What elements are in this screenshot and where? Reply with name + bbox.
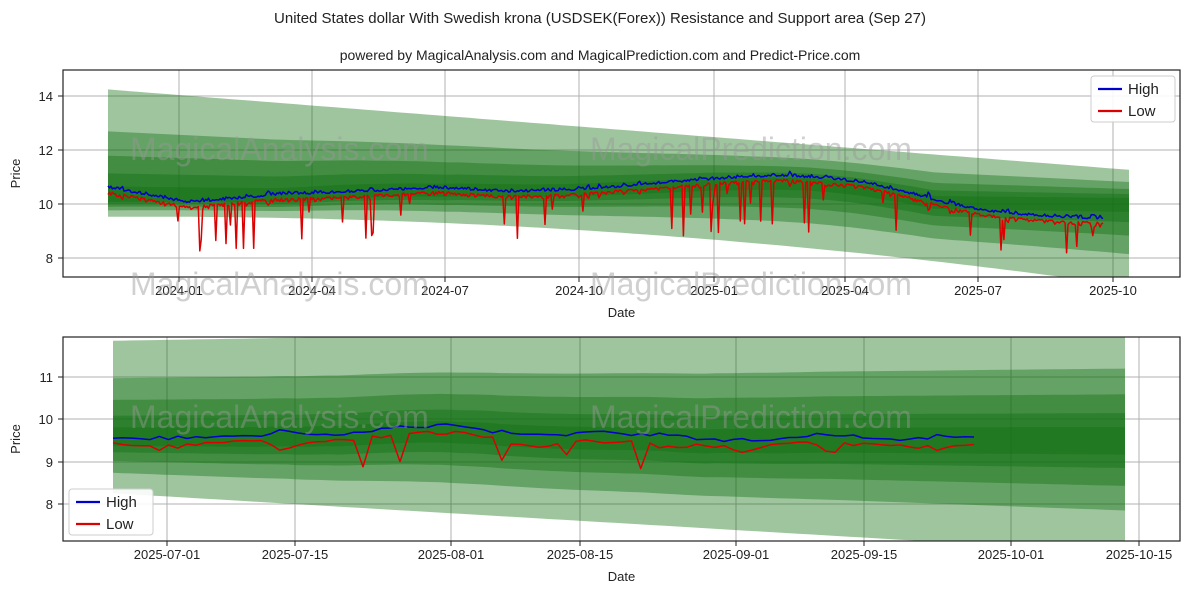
svg-text:Price: Price xyxy=(8,424,23,454)
svg-text:2025-10: 2025-10 xyxy=(1089,283,1137,298)
svg-text:8: 8 xyxy=(46,251,53,266)
svg-text:2025-10-01: 2025-10-01 xyxy=(978,547,1045,562)
svg-text:2025-08-01: 2025-08-01 xyxy=(418,547,485,562)
svg-text:Low: Low xyxy=(1128,103,1156,120)
svg-text:Low: Low xyxy=(106,516,134,533)
svg-text:MagicalAnalysis.com: MagicalAnalysis.com xyxy=(130,266,429,302)
svg-text:2025-07-15: 2025-07-15 xyxy=(262,547,329,562)
svg-text:High: High xyxy=(1128,81,1159,98)
svg-text:2025-07: 2025-07 xyxy=(954,283,1002,298)
svg-text:MagicalAnalysis.com: MagicalAnalysis.com xyxy=(130,399,429,435)
svg-text:11: 11 xyxy=(40,370,54,385)
svg-text:Date: Date xyxy=(608,305,635,320)
svg-text:2025-09-01: 2025-09-01 xyxy=(703,547,770,562)
svg-text:MagicalAnalysis.com: MagicalAnalysis.com xyxy=(130,131,429,167)
svg-text:High: High xyxy=(106,494,137,511)
svg-text:9: 9 xyxy=(46,455,53,470)
svg-text:2025-08-15: 2025-08-15 xyxy=(547,547,614,562)
svg-text:14: 14 xyxy=(39,89,53,104)
svg-text:2025-07-01: 2025-07-01 xyxy=(134,547,201,562)
svg-text:2025-10-15: 2025-10-15 xyxy=(1106,547,1173,562)
svg-text:2025-09-15: 2025-09-15 xyxy=(831,547,898,562)
svg-text:MagicalPrediction.com: MagicalPrediction.com xyxy=(590,131,912,167)
svg-text:12: 12 xyxy=(39,143,53,158)
svg-text:Date: Date xyxy=(608,569,635,584)
svg-text:MagicalPrediction.com: MagicalPrediction.com xyxy=(590,266,912,302)
svg-text:10: 10 xyxy=(39,197,53,212)
svg-text:Price: Price xyxy=(8,159,23,189)
svg-text:MagicalPrediction.com: MagicalPrediction.com xyxy=(590,399,912,435)
svg-text:10: 10 xyxy=(39,412,53,427)
svg-text:8: 8 xyxy=(46,497,53,512)
